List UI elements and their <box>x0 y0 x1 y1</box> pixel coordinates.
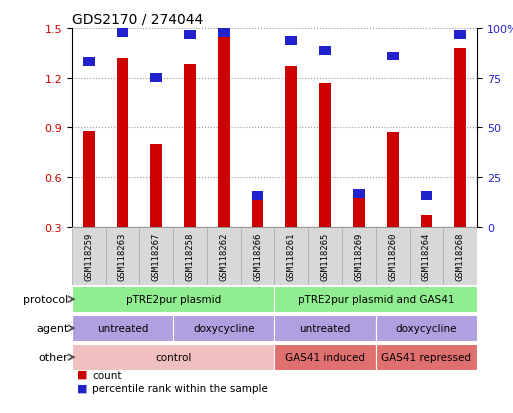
Bar <box>421 216 432 227</box>
Bar <box>342 227 376 285</box>
Bar <box>150 145 162 227</box>
Bar <box>252 191 264 200</box>
Bar <box>218 28 230 38</box>
Bar <box>83 131 94 227</box>
Text: GSM118264: GSM118264 <box>422 232 431 280</box>
Text: GSM118268: GSM118268 <box>456 232 465 280</box>
Bar <box>274 316 376 341</box>
Bar <box>252 192 264 227</box>
Text: GSM118260: GSM118260 <box>388 232 397 280</box>
Text: percentile rank within the sample: percentile rank within the sample <box>92 383 268 393</box>
Bar <box>387 133 399 227</box>
Bar <box>72 287 274 312</box>
Bar <box>83 58 94 67</box>
Bar <box>241 227 274 285</box>
Bar <box>409 227 443 285</box>
Text: ■: ■ <box>77 369 87 379</box>
Text: GSM118262: GSM118262 <box>219 232 228 280</box>
Text: GAS41 repressed: GAS41 repressed <box>382 352 471 362</box>
Text: GSM118265: GSM118265 <box>321 232 330 280</box>
Text: GAS41 induced: GAS41 induced <box>285 352 365 362</box>
Text: agent: agent <box>36 323 68 333</box>
Bar <box>455 31 466 40</box>
Bar <box>455 49 466 227</box>
Bar <box>376 344 477 370</box>
Text: GSM118267: GSM118267 <box>152 232 161 280</box>
Text: ■: ■ <box>77 382 87 392</box>
Text: GSM118263: GSM118263 <box>118 232 127 280</box>
Text: pTRE2pur plasmid and GAS41: pTRE2pur plasmid and GAS41 <box>298 294 454 304</box>
Bar <box>218 34 230 227</box>
Bar <box>387 52 399 61</box>
Bar <box>116 28 128 38</box>
Text: protocol: protocol <box>23 294 68 304</box>
Text: count: count <box>92 370 122 380</box>
Text: untreated: untreated <box>97 323 148 333</box>
Bar <box>274 287 477 312</box>
Text: control: control <box>155 352 191 362</box>
Bar <box>353 189 365 198</box>
Text: doxycycline: doxycycline <box>396 323 457 333</box>
Bar <box>308 227 342 285</box>
Text: GSM118266: GSM118266 <box>253 232 262 280</box>
Bar <box>376 316 477 341</box>
Bar <box>72 316 173 341</box>
Bar <box>184 65 196 227</box>
Bar <box>207 227 241 285</box>
Text: GSM118258: GSM118258 <box>186 232 194 280</box>
Text: doxycycline: doxycycline <box>193 323 254 333</box>
Bar <box>274 344 376 370</box>
Bar <box>319 46 331 55</box>
Bar <box>116 59 128 227</box>
Text: GSM118259: GSM118259 <box>84 232 93 280</box>
Bar <box>140 227 173 285</box>
Bar <box>72 227 106 285</box>
Text: untreated: untreated <box>300 323 351 333</box>
Bar <box>285 67 297 227</box>
Bar <box>173 316 274 341</box>
Bar <box>319 83 331 227</box>
Text: pTRE2pur plasmid: pTRE2pur plasmid <box>126 294 221 304</box>
Text: GSM118261: GSM118261 <box>287 232 296 280</box>
Bar <box>421 191 432 200</box>
Bar <box>285 36 297 45</box>
Bar <box>106 227 140 285</box>
Bar <box>150 74 162 83</box>
Bar <box>376 227 409 285</box>
Text: GDS2170 / 274044: GDS2170 / 274044 <box>72 12 203 26</box>
Bar <box>72 344 274 370</box>
Bar <box>173 227 207 285</box>
Bar <box>443 227 477 285</box>
Bar <box>353 196 365 227</box>
Bar <box>274 227 308 285</box>
Text: GSM118269: GSM118269 <box>354 232 363 280</box>
Bar <box>184 31 196 40</box>
Text: other: other <box>38 352 68 362</box>
